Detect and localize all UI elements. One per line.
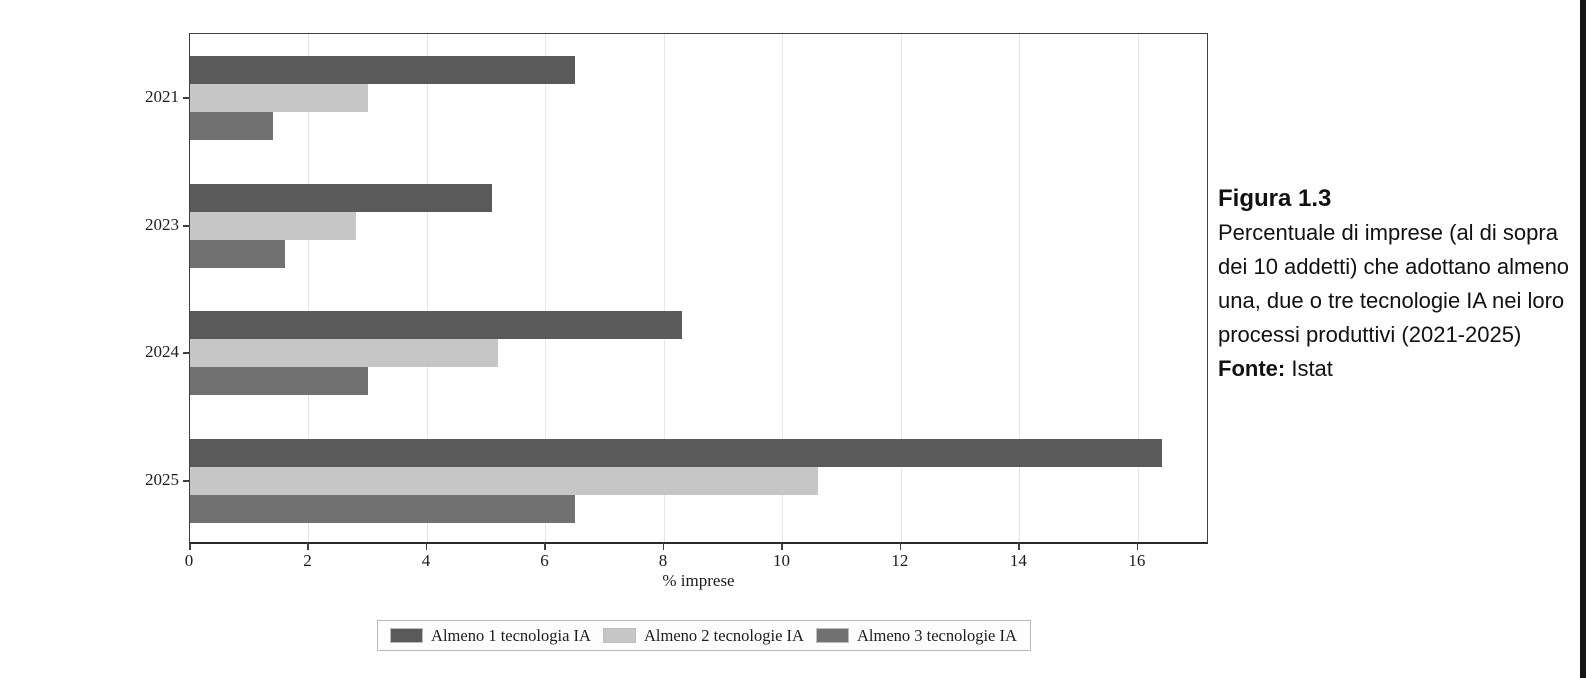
bar-2021-series-1 <box>190 56 576 84</box>
bar-2024-series-2 <box>190 339 499 367</box>
figure-description: Percentuale di imprese (al di sopra dei … <box>1218 220 1570 347</box>
bar-2021-series-3 <box>190 112 273 140</box>
legend-item: Almeno 1 tecnologia IA <box>390 625 591 646</box>
x-tick-label: 16 <box>1128 551 1146 570</box>
x-tick-label: 12 <box>891 551 909 570</box>
y-tick-label: 2021 <box>145 87 179 106</box>
x-tick-mark <box>425 543 428 550</box>
legend-label: Almeno 1 tecnologia IA <box>431 625 591 645</box>
x-tick-mark <box>662 543 665 550</box>
legend-label: Almeno 3 tecnologie IA <box>856 625 1017 645</box>
legend-item: Almeno 3 tecnologie IA <box>815 625 1017 646</box>
x-tick-mark <box>544 543 546 550</box>
legend-swatch <box>603 628 637 643</box>
figure-caption-panel: Figura 1.3 Percentuale di imprese (al di… <box>1218 182 1583 386</box>
x-tick-label: 2 <box>303 551 312 570</box>
y-tick-label: 2023 <box>145 215 179 234</box>
x-tick-label: 14 <box>1009 551 1027 570</box>
bar-chart: 2021 2023 2024 2025 0 2 4 6 8 10 12 14 16 % imprese … <box>145 33 1208 651</box>
gridline <box>426 34 428 542</box>
x-tick-label: 10 <box>772 551 790 570</box>
gridline <box>308 34 310 542</box>
x-tick-mark <box>1018 543 1020 550</box>
gridline <box>545 34 547 542</box>
x-tick-mark <box>899 543 902 550</box>
legend-swatch <box>390 628 424 643</box>
figure-title: Figura 1.3 <box>1218 185 1332 212</box>
gridline <box>1019 34 1021 542</box>
legend: Almeno 1 tecnologia IA Almeno 2 tecnologi… <box>377 620 1031 651</box>
x-tick-mark <box>307 543 309 550</box>
bar-2024-series-1 <box>190 311 682 339</box>
y-tick-mark <box>183 97 189 99</box>
bar-2023-series-2 <box>190 212 356 240</box>
x-tick-label: 0 <box>184 551 194 570</box>
source-value: Istat <box>1291 356 1333 381</box>
x-tick-label: 6 <box>540 551 549 570</box>
legend-item: Almeno 2 tecnologie IA <box>603 625 804 646</box>
y-tick-mark <box>183 352 189 354</box>
bar-2025-series-3 <box>190 495 576 523</box>
x-tick-mark <box>781 543 783 550</box>
figure-source: Fonte: Istat <box>1218 352 1583 386</box>
bar-2025-series-2 <box>190 467 818 495</box>
x-tick-label: 4 <box>421 551 431 570</box>
x-tick-mark <box>1136 543 1139 550</box>
source-label: Fonte: <box>1218 356 1286 381</box>
legend-label: Almeno 2 tecnologie IA <box>644 625 804 645</box>
bar-2021-series-2 <box>190 84 368 112</box>
bar-2024-series-3 <box>190 367 368 395</box>
x-tick-mark <box>189 543 191 550</box>
y-tick-mark <box>183 480 189 482</box>
y-tick-label: 2024 <box>145 342 179 361</box>
legend-swatch <box>815 628 849 643</box>
gridline <box>782 34 784 542</box>
right-edge-black-bar <box>1580 0 1586 678</box>
plot-area <box>189 33 1208 544</box>
bar-2025-series-1 <box>190 439 1162 467</box>
y-tick-mark <box>183 225 189 227</box>
y-tick-label: 2025 <box>145 470 179 489</box>
bar-2023-series-3 <box>190 240 285 268</box>
x-tick-label: 8 <box>658 551 668 570</box>
gridline <box>900 34 902 542</box>
gridline <box>663 34 665 542</box>
bar-2023-series-1 <box>190 184 493 212</box>
gridline <box>1137 34 1139 542</box>
x-axis-label: % imprese <box>662 571 735 590</box>
